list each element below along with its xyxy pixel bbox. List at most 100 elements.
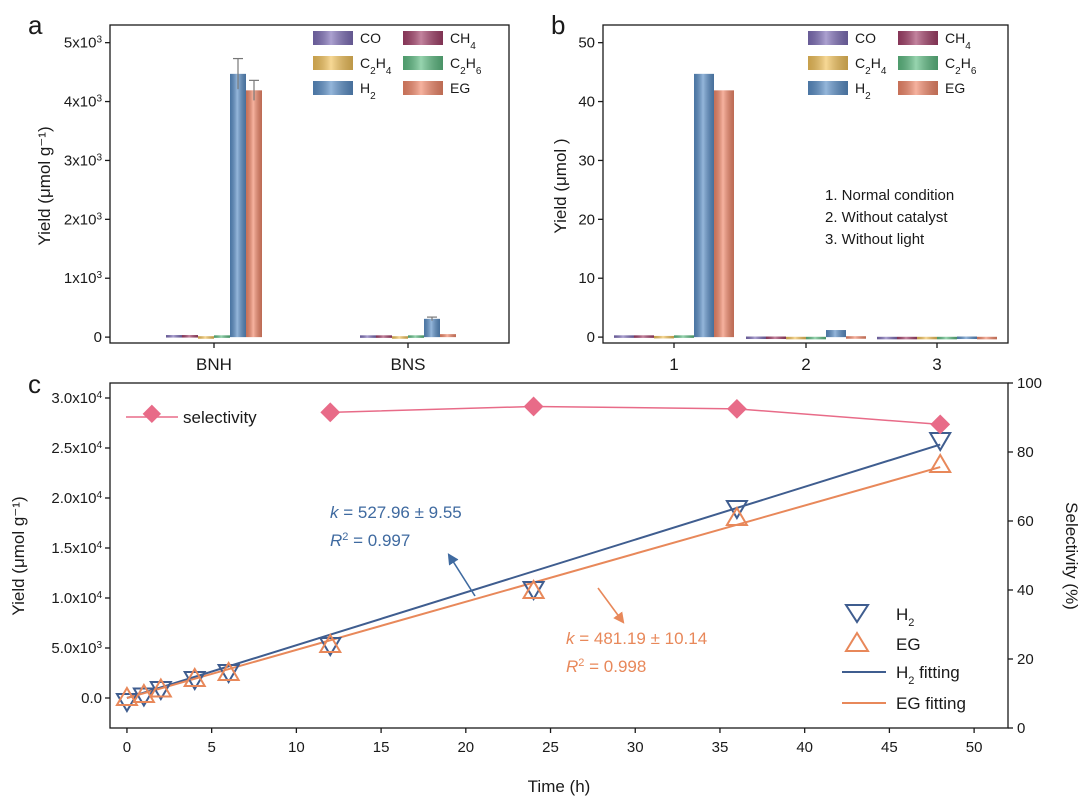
eg-r-value: = 0.998 [584, 657, 646, 676]
panel-a-ytick-label-1000-mantissa: 1x10 [64, 270, 97, 287]
panel-c-y2tick-label-40: 40 [1017, 582, 1034, 599]
selectivity-point-48 [930, 414, 951, 435]
panel-a-bar-shade-bnh-co [166, 335, 182, 338]
panel-b-ytick-label-50: 50 [578, 35, 595, 52]
panel-b-bar-2-eg [846, 336, 866, 339]
eg-annotation-arrow [597, 587, 625, 624]
panel-a-legend-swatch-shade-h2 [313, 81, 353, 95]
panel-b-legend-text-co: CO [855, 30, 876, 46]
eg-point-48 [928, 453, 952, 473]
panel-c-ytick-label-20000-exponent: 4 [96, 490, 102, 501]
panel-b-bar-2-ch4 [766, 336, 786, 340]
panel-b-bar-3-c2h4 [917, 336, 937, 340]
panel-a-bar-bns-h2 [424, 316, 440, 338]
panel-b-legend-label-co: CO [855, 30, 876, 46]
panel-a-bar-bns-eg [440, 334, 456, 338]
panel-b-bar-shade-3-c2h4 [917, 336, 937, 340]
panel-b-ytick-label-0: 0 [587, 329, 595, 346]
panel-b-frame [602, 24, 1009, 344]
panel-b-bar-2-co [746, 336, 766, 340]
panel-b-bar-3-eg [977, 336, 997, 340]
panel-b-legend-label-ch4: CH4 [945, 30, 971, 52]
h2-point-6 [216, 664, 241, 684]
panel-a-legend-item-c2h4: C2H4 [313, 55, 392, 77]
panel-a-bar-bnh-c2h4 [198, 336, 214, 339]
panel-a-bar-shade-bns-c2h4 [392, 336, 408, 339]
panel-b-legend-sub-c2h4: 2 [865, 66, 871, 77]
panel-b-bar-shade-2-c2h4 [786, 336, 806, 340]
panel-b-xtick-label-1: 1 [669, 355, 678, 374]
panel-c-ytick-label-5000-exponent: 3 [96, 640, 102, 651]
panel-b-legend-item-c2h4: C2H4 [808, 55, 887, 77]
panel-b-bar-shade-2-ch4 [766, 336, 786, 340]
panel-a-legend-label-co: CO [360, 30, 381, 46]
panel-a-bars [166, 57, 456, 339]
h2-point-4 [182, 671, 207, 691]
panel-a-bar-shade-bns-c2h6 [408, 335, 424, 338]
panel-a-bar-bnh-ch4 [182, 335, 198, 338]
panel-b-bar-1-c2h6 [674, 335, 694, 338]
panel-c-xtick-label-15: 15 [373, 739, 390, 756]
panel-a-legend-text2-c2h4: H [376, 55, 386, 71]
panel-a-legend-text-co: CO [360, 30, 381, 46]
panel-a-bar-bnh-eg [246, 79, 262, 338]
panel-c-ytick-label-15000-exponent: 4 [96, 540, 102, 551]
panel-b-bar-shade-3-ch4 [897, 336, 917, 340]
eg-point-1 [132, 683, 156, 703]
eg-point-36 [725, 506, 749, 526]
h2-annotation-arrow [447, 553, 476, 597]
panel-b-bar-shade-1-eg [714, 90, 734, 338]
panel-a-legend-label-h2: H2 [360, 80, 376, 102]
panel-a-legend-sub2-c2h6: 6 [476, 66, 482, 77]
panel-b-legend-item-co: CO [808, 30, 876, 46]
eg-r-exp: 2 [578, 657, 584, 669]
panel-b-bars [614, 73, 997, 340]
panel-a-legend-item-ch4: CH4 [403, 30, 476, 52]
panel-b-bar-1-c2h4 [654, 335, 674, 339]
panel-b-ytick-label-20: 20 [578, 211, 595, 228]
panel-a-bar-bns-ch4 [376, 335, 392, 338]
panel-a-bar-shade-bnh-c2h4 [198, 336, 214, 339]
panel-a-ytick-label-2000-exponent: 3 [96, 211, 102, 222]
panel-b-bar-shade-1-co [614, 335, 634, 338]
panel-a-legend-swatch-shade-co [313, 31, 353, 45]
panel-b-note-3: 3. Without light [825, 231, 925, 248]
panel-a-ytick-label-1000: 1x103 [64, 270, 103, 288]
panel-a-ytick-label-3000: 3x103 [64, 152, 103, 170]
panel-c-xtick-label-50: 50 [966, 739, 983, 756]
panel-a-ytick-label-3000-mantissa: 3x10 [64, 152, 97, 169]
panel-a-legend-swatch-shade-c2h4 [313, 56, 353, 70]
panel-a-legend-item-h2: H2 [313, 80, 376, 102]
panel-c-ytick-label-0-mantissa: 0.0 [81, 690, 102, 707]
panel-a-legend-text-ch4: CH [450, 30, 470, 46]
selectivity-legend-label: selectivity [183, 408, 257, 427]
panel-a-legend-sub-c2h6: 2 [460, 66, 466, 77]
panel-a-bar-shade-bns-ch4 [376, 335, 392, 338]
eg-k-value: = 481.19 ± 10.14 [575, 629, 708, 648]
panel-b-legend-swatch-shade-h2 [808, 81, 848, 95]
selectivity-legend-marker [142, 404, 162, 424]
panel-c-axes: 0 5 10 15 20 25 30 35 40 45 500.05.0x1031.0x1041.5… [51, 375, 1042, 756]
series-selectivity [320, 396, 951, 435]
panel-a-bar-shade-bnh-c2h6 [214, 335, 230, 338]
panel-c-xtick-label-20: 20 [457, 739, 474, 756]
h2-fit-annotation: k = 527.96 ± 9.55 R2 = 0.997 [330, 503, 476, 597]
h2-k-symbol: k [330, 503, 340, 522]
panel-b-bar-shade-2-eg [846, 336, 866, 339]
eg-point-4 [182, 667, 207, 687]
panel-b-legend-swatch-shade-eg [898, 81, 938, 95]
eg-legend-label: EG [896, 635, 921, 654]
panel-a-bar-bnh-co [166, 335, 182, 338]
panel-c-y2tick-label-20: 20 [1017, 651, 1034, 668]
panel-a-bar-shade-bnh-eg [246, 90, 262, 338]
panel-a-legend-sub2-c2h4: 4 [386, 66, 392, 77]
svg-text:k = 481.19 ± 10.14: k = 481.19 ± 10.14 [566, 629, 707, 648]
panel-b-legend-item-ch4: CH4 [898, 30, 971, 52]
eg-legend-marker [844, 631, 870, 652]
panel-c-ytick-label-30000-mantissa: 3.0x10 [51, 390, 96, 407]
h2-point-0 [115, 693, 139, 713]
panel-c-ytick-label-30000-exponent: 4 [96, 390, 102, 401]
panel-a-bar-shade-bns-eg [440, 334, 456, 338]
eg-point-0 [115, 686, 139, 706]
panel-c-line-chart: 0 5 10 15 20 25 30 35 40 45 500.05.0x1031.0x1041.5… [9, 375, 1080, 796]
